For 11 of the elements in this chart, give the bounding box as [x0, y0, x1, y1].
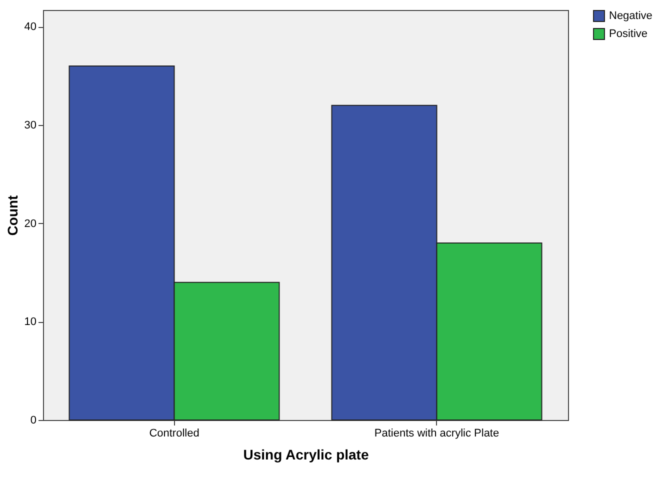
y-tick-label: 10: [24, 316, 36, 328]
legend-label: Positive: [609, 28, 648, 40]
y-tick-label: 30: [24, 120, 36, 132]
x-tick-label: Controlled: [149, 428, 200, 440]
y-tick-label: 0: [30, 414, 36, 426]
x-tick-label: Patients with acrylic Plate: [374, 428, 500, 440]
legend-label: Negative: [609, 10, 652, 22]
x-axis-title: Using Acrylic plate: [243, 446, 369, 462]
y-tick-label: 40: [24, 21, 36, 34]
y-axis-title: Count: [4, 194, 20, 236]
y-tick-label: 20: [24, 218, 36, 230]
